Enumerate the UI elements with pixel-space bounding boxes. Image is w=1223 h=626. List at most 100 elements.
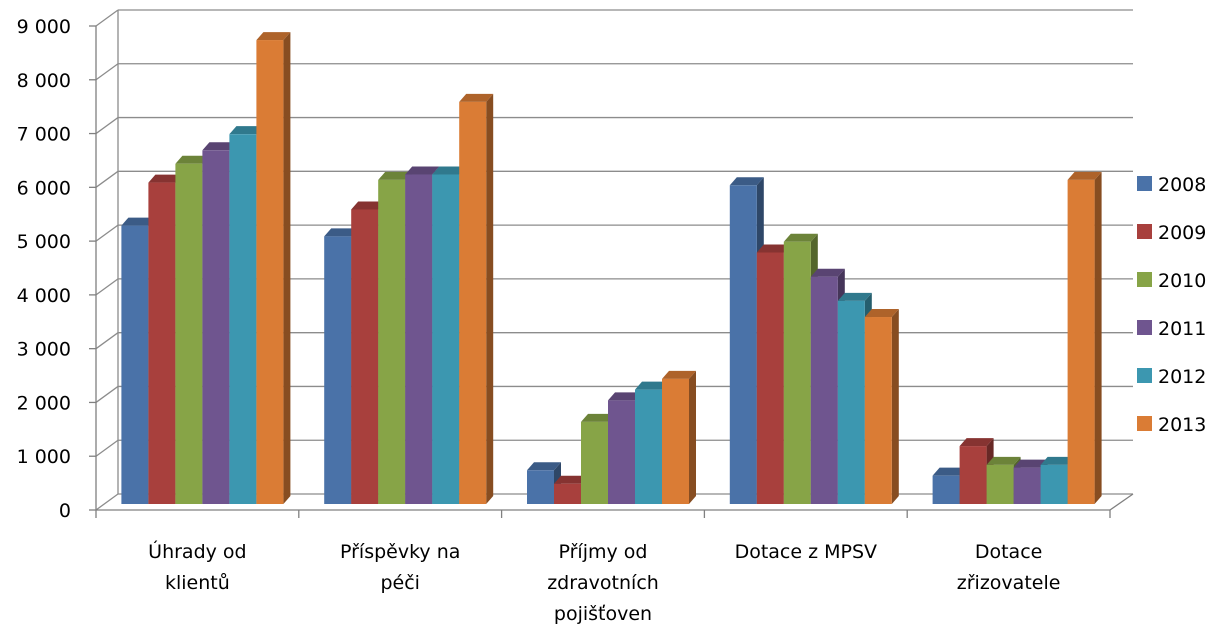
bar — [256, 40, 284, 505]
y-tick-label: 0 — [59, 500, 71, 522]
bar-top — [432, 166, 467, 175]
bar-top — [121, 217, 156, 226]
bar-top — [1040, 456, 1075, 465]
bar — [986, 464, 1014, 504]
gridline-side — [95, 332, 119, 350]
bar-top — [405, 166, 440, 175]
gridline-side — [95, 9, 119, 27]
bar — [756, 252, 784, 504]
bar — [148, 182, 176, 505]
bar-side — [891, 309, 899, 504]
legend-label: 2012 — [1158, 366, 1206, 388]
bar-top — [662, 370, 696, 379]
bar-top — [229, 126, 264, 135]
bar — [459, 101, 487, 505]
bar — [554, 483, 581, 504]
legend-label: 2013 — [1158, 414, 1206, 436]
x-category-label: Úhrady od klientů — [148, 539, 246, 594]
labels: 0 1 000 2 000 3 000 4 000 5 000 6 000 7 000 8 00… — [17, 16, 1061, 625]
bar — [432, 174, 460, 504]
y-tick-label: 8 000 — [17, 70, 71, 92]
bar-top — [581, 413, 615, 422]
x-category-label: Dotace zřizovatele — [957, 541, 1061, 594]
bar-top — [527, 462, 561, 471]
bar-top — [175, 155, 210, 164]
bar-top — [783, 233, 818, 242]
bar-top — [148, 174, 183, 183]
y-tick-label: 6 000 — [17, 177, 71, 199]
gridline-side — [95, 493, 119, 511]
x-category-label: Dotace z MPSV — [735, 541, 877, 563]
gridline-side — [95, 117, 119, 135]
legend-label: 2009 — [1158, 222, 1206, 244]
y-tick-label: 1 000 — [17, 446, 71, 468]
bar-top — [635, 381, 669, 390]
bar-top — [959, 438, 994, 447]
bar — [959, 446, 987, 504]
bar — [608, 400, 635, 504]
y-tick-label: 4 000 — [17, 285, 71, 307]
bar-top — [729, 177, 764, 186]
bar-top — [756, 244, 791, 253]
bar — [662, 378, 689, 504]
legend-swatch — [1137, 272, 1152, 287]
bar-top — [1067, 171, 1102, 180]
bar — [1040, 464, 1068, 504]
bar — [324, 236, 352, 504]
legend-swatch — [1137, 320, 1152, 335]
y-tick-label: 3 000 — [17, 339, 71, 361]
bar-side — [486, 93, 494, 505]
y-tick-label: 7 000 — [17, 124, 71, 146]
legend-swatch — [1137, 224, 1152, 239]
gridline-side — [95, 439, 119, 457]
bar-side — [1094, 171, 1102, 504]
legend-swatch — [1137, 368, 1152, 383]
gridline-side — [95, 278, 119, 296]
y-tick-label: 9 000 — [17, 16, 71, 38]
bar-top — [459, 93, 494, 102]
x-category-label: Příjmy od zdravotních pojišťoven — [547, 541, 659, 625]
gridline-side — [95, 63, 119, 81]
gridline-side — [95, 170, 119, 188]
x-category-label: Příspěvky na péči — [340, 541, 460, 594]
legend-swatch — [1137, 176, 1152, 191]
bar-top — [986, 456, 1021, 465]
legend-label: 2010 — [1158, 270, 1206, 292]
bar — [527, 470, 554, 504]
bar — [729, 185, 757, 504]
bar-top — [324, 228, 359, 237]
bar — [837, 300, 865, 504]
bar-top — [202, 142, 237, 151]
floor-right-edge — [1109, 493, 1134, 511]
bar — [635, 389, 662, 504]
bar — [810, 276, 838, 504]
bar-top — [810, 268, 845, 277]
bar — [202, 150, 230, 505]
bar-top — [378, 171, 413, 180]
bar — [1013, 467, 1041, 504]
legend-swatch — [1137, 416, 1152, 431]
bar — [175, 163, 203, 504]
y-tick-label: 5 000 — [17, 231, 71, 253]
y-tick-label: 2 000 — [17, 392, 71, 414]
bar — [229, 134, 257, 504]
bar-top — [256, 32, 291, 41]
bar-top — [554, 475, 588, 484]
legend-label: 2011 — [1158, 318, 1206, 340]
bar — [932, 475, 960, 504]
bar — [783, 241, 811, 504]
gridline-side — [95, 224, 119, 242]
legend: 2008 2009 2010 2011 2012 2013 — [1137, 174, 1206, 436]
bar-side — [689, 370, 696, 504]
bar-top — [351, 201, 386, 210]
bar — [864, 317, 892, 504]
bar-top — [837, 292, 872, 301]
bar — [378, 179, 406, 504]
bar-top — [1013, 459, 1048, 468]
gridline-side — [95, 385, 119, 403]
bars — [121, 32, 1102, 505]
axes — [89, 10, 1134, 518]
bar — [121, 225, 149, 504]
bar-top — [864, 309, 899, 318]
